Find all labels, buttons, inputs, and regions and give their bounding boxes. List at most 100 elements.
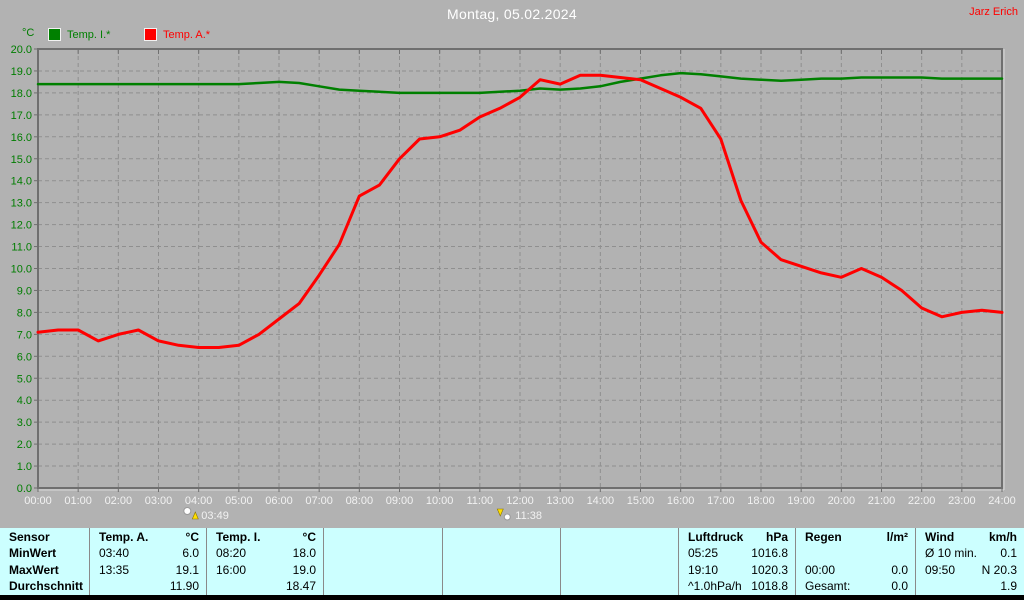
x-tick-label: 17:00 (707, 495, 735, 507)
temp-i-legend-label: Temp. I.* (67, 28, 111, 41)
y-tick-label: 1.0 (17, 461, 32, 473)
row-label: MinWert (9, 546, 57, 561)
cell-time: 00:00 (805, 562, 836, 577)
table-data-row (570, 578, 671, 594)
y-tick-label: 16.0 (11, 132, 32, 144)
x-tick-label: 21:00 (868, 495, 896, 507)
cell-value: 19.0 (292, 562, 316, 577)
cell-value: 1020.3 (751, 562, 788, 577)
x-tick-label: 13:00 (546, 495, 574, 507)
x-tick-label: 15:00 (627, 495, 655, 507)
cell-time: Ø 10 min. (925, 546, 978, 561)
x-tick-label: 07:00 (305, 495, 333, 507)
cell-time: 05:25 (688, 546, 719, 561)
table-data-row: 1.9 (925, 578, 1017, 594)
table-group-header (333, 529, 435, 545)
moonrise-icon (183, 507, 199, 520)
cell-value: 1016.8 (751, 546, 788, 561)
y-tick-label: 2.0 (17, 439, 32, 451)
y-tick-label: 14.0 (11, 176, 32, 188)
cell-value: 0.1 (1000, 546, 1017, 561)
table-group-luftdruck: Luftdruck hPa 05:25 1016.8 19:10 1020.3 ^1.0hP… (678, 528, 795, 595)
table-row-labels: Sensor MinWert MaxWert Durchschnitt (0, 528, 89, 595)
summary-table: Sensor MinWert MaxWert Durchschnitt Temp. A.… (0, 528, 1024, 595)
table-data-row: 11.90 (99, 578, 199, 594)
x-tick-label: 11:00 (466, 495, 493, 507)
cell-time: 03:40 (99, 546, 130, 561)
event-marker-time: 03:49 (201, 510, 229, 522)
cell-time: 08:20 (216, 546, 247, 561)
table-data-row (333, 578, 435, 594)
table-data-row: 13:35 19.1 (99, 562, 199, 578)
group-header-label: Luftdruck (688, 530, 744, 544)
cell-value: 0.0 (891, 562, 908, 577)
table-data-row: 03:40 6.0 (99, 545, 199, 561)
y-axis-unit-label: °C (22, 27, 35, 39)
y-tick-label: 8.0 (17, 307, 32, 319)
x-tick-label: 16:00 (667, 495, 695, 507)
table-data-row (333, 562, 435, 578)
x-tick-label: 01:00 (64, 495, 92, 507)
table-data-row: 16:00 19.0 (216, 562, 316, 578)
table-data-row: 00:00 0.0 (805, 562, 908, 578)
table-data-row: 05:25 1016.8 (688, 545, 788, 561)
table-data-row: 18.47 (216, 578, 316, 594)
table-data-row (805, 545, 908, 561)
y-tick-label: 7.0 (17, 329, 32, 341)
x-tick-label: 02:00 (105, 495, 133, 507)
cell-value: 0.0 (891, 579, 908, 594)
temperature-line-chart: 0.0 1.0 2.0 3.0 4.0 5.0 6.0 7.0 8.0 9.0 10.0 11.0 12… (11, 44, 1016, 522)
table-group-header (452, 529, 553, 545)
y-tick-label: 20.0 (11, 44, 32, 56)
y-tick-label: 6.0 (17, 351, 32, 363)
group-header-label: Regen (805, 530, 842, 544)
cell-value: 1018.8 (751, 579, 788, 594)
cell-time: ^1.0hPa/h (688, 579, 742, 594)
y-tick-label: 17.0 (11, 110, 32, 122)
y-tick-label: 15.0 (11, 154, 32, 166)
x-tick-label: 14:00 (587, 495, 615, 507)
y-tick-label: 13.0 (11, 198, 32, 210)
moonset-icon (496, 508, 511, 521)
temp-a-swatch (144, 28, 157, 41)
x-tick-label: 03:00 (145, 495, 173, 507)
x-tick-label: 24:00 (988, 495, 1016, 507)
cell-time: 09:50 (925, 562, 956, 577)
table-data-row: Gesamt: 0.0 (805, 578, 908, 594)
y-tick-label: 4.0 (17, 395, 32, 407)
page-title: Montag, 05.02.2024 (447, 6, 577, 22)
x-tick-label: 23:00 (948, 495, 976, 507)
x-tick-label: 18:00 (747, 495, 775, 507)
group-header-unit: °C (302, 530, 316, 544)
cell-time: Gesamt: (805, 579, 851, 594)
y-tick-label: 11.0 (11, 242, 32, 254)
cell-time: 19:10 (688, 562, 719, 577)
table-data-row (570, 545, 671, 561)
table-data-row: ^1.0hPa/h 1018.8 (688, 578, 788, 594)
x-tick-label: 06:00 (265, 495, 293, 507)
table-data-row (570, 562, 671, 578)
table-data-row: 09:50 N 20.3 (925, 562, 1017, 578)
group-header-label: Temp. A. (99, 530, 149, 544)
table-group-header: Wind km/h (925, 529, 1017, 545)
cell-value: N 20.3 (981, 562, 1017, 577)
group-header-label: Temp. I. (216, 530, 261, 544)
group-header-unit: °C (185, 530, 199, 544)
cell-time: 13:35 (99, 562, 130, 577)
table-group-empty-3 (442, 528, 560, 595)
x-tick-label: 10:00 (426, 495, 454, 507)
table-group-temp-i-: Temp. I. °C 08:20 18.0 16:00 19.0 18.47 (206, 528, 323, 595)
table-data-row: Ø 10 min. 0.1 (925, 545, 1017, 561)
event-marker-time: 11:38 (515, 510, 542, 522)
x-tick-label: 09:00 (386, 495, 414, 507)
table-group-wind: Wind km/h Ø 10 min. 0.1 09:50 N 20.3 1.9 (915, 528, 1024, 595)
group-header-unit: l/m² (886, 530, 908, 544)
cell-value: 6.0 (182, 546, 199, 561)
user-name: Jarz Erich (969, 6, 1018, 18)
temp-a-line (36, 73, 1004, 349)
legend-item-temp-a: Temp. A.* (144, 28, 210, 41)
table-group-temp-a-: Temp. A. °C 03:40 6.0 13:35 19.1 11.90 (89, 528, 206, 595)
x-tick-label: 19:00 (787, 495, 815, 507)
y-tick-label: 9.0 (17, 285, 32, 297)
group-header-unit: hPa (765, 530, 788, 544)
